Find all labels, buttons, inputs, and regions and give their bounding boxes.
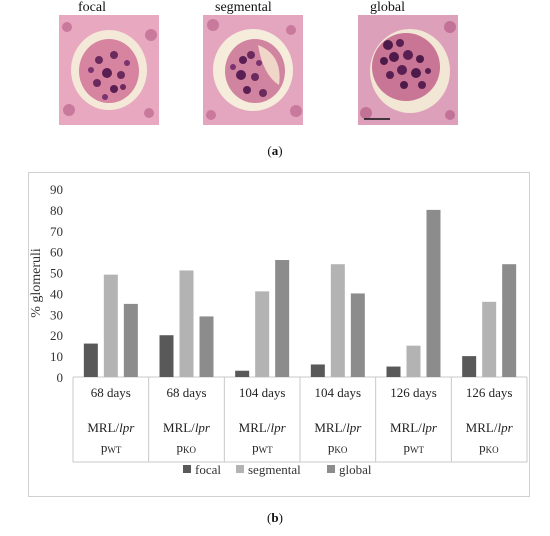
bar-focal	[462, 356, 477, 377]
bar-global	[123, 303, 138, 377]
category-days-label: 126 days	[466, 385, 513, 400]
genotype-subscript: KO	[486, 445, 499, 455]
category-strain-label: MRL/lpr	[87, 420, 135, 435]
category-strain-label: MRL/lpr	[163, 420, 211, 435]
bar-global	[275, 260, 290, 377]
panel-a-caption: (a)	[0, 143, 550, 159]
category-days-label: 126 days	[390, 385, 437, 400]
genotype-base: p	[328, 440, 335, 455]
strain-plain: MRL/	[314, 420, 346, 435]
strain-plain: MRL/	[163, 420, 195, 435]
bar-global	[350, 293, 365, 377]
bar-focal	[159, 335, 174, 377]
y-tick-label: 80	[50, 203, 63, 218]
bar-segmental	[103, 274, 118, 377]
bar-global	[426, 209, 441, 377]
legend-label-focal: focal	[195, 462, 221, 477]
bar-global	[502, 264, 517, 377]
y-tick-label: 20	[50, 328, 63, 343]
strain-italic: lpr	[497, 420, 513, 435]
panel-a-caption-letter: a	[271, 143, 279, 158]
image-label-focal: focal	[78, 0, 106, 15]
strain-italic: lpr	[270, 420, 286, 435]
category-genotype-label: pKO	[479, 440, 499, 455]
genotype-base: p	[101, 440, 108, 455]
category-days-label: 104 days	[315, 385, 362, 400]
category-strain-label: MRL/lpr	[390, 420, 438, 435]
panel-b-caption-letter: b	[271, 510, 279, 525]
strain-italic: lpr	[422, 420, 438, 435]
category-strain-label: MRL/lpr	[314, 420, 362, 435]
micrograph-segmental	[203, 15, 303, 125]
bar-segmental	[179, 270, 194, 377]
category-days-label: 104 days	[239, 385, 286, 400]
micrograph-global	[358, 15, 458, 125]
legend-swatch-focal	[183, 465, 191, 473]
genotype-base: p	[177, 440, 184, 455]
genotype-base: p	[252, 440, 259, 455]
y-tick-label: 60	[50, 245, 63, 260]
strain-italic: lpr	[195, 420, 211, 435]
y-tick-label: 70	[50, 224, 63, 239]
category-strain-label: MRL/lpr	[239, 420, 287, 435]
strain-plain: MRL/	[466, 420, 498, 435]
y-tick-label: 10	[50, 349, 63, 364]
genotype-subscript: WT	[107, 445, 121, 455]
y-tick-label: 90	[50, 182, 63, 197]
bar-segmental	[406, 345, 421, 377]
bar-focal	[235, 370, 250, 377]
bar-global	[199, 316, 214, 377]
micrograph-focal	[59, 15, 159, 125]
y-tick-label: 50	[50, 266, 63, 281]
panel-b-caption-open: (	[267, 510, 272, 525]
genotype-base: p	[404, 440, 411, 455]
panel-a-caption-close: )	[278, 143, 283, 158]
genotype-base: p	[479, 440, 486, 455]
strain-plain: MRL/	[239, 420, 271, 435]
image-label-segmental: segmental	[215, 0, 272, 15]
category-days-label: 68 days	[166, 385, 206, 400]
y-tick-label: 40	[50, 286, 63, 301]
bar-segmental	[330, 264, 345, 377]
strain-plain: MRL/	[390, 420, 422, 435]
panel-b-caption: (b)	[0, 510, 550, 526]
strain-italic: lpr	[346, 420, 362, 435]
legend-label-global: global	[339, 462, 372, 477]
bar-focal	[310, 364, 325, 377]
legend-swatch-segmental	[236, 465, 244, 473]
genotype-subscript: WT	[410, 445, 424, 455]
genotype-subscript: KO	[334, 445, 347, 455]
panel-a-caption-open: (	[267, 143, 272, 158]
legend-swatch-global	[327, 465, 335, 473]
chart-frame	[28, 172, 530, 497]
strain-italic: lpr	[119, 420, 135, 435]
category-genotype-label: pWT	[404, 440, 425, 455]
bar-segmental	[482, 301, 497, 377]
genotype-subscript: KO	[183, 445, 196, 455]
bar-focal	[386, 366, 401, 377]
category-genotype-label: pKO	[328, 440, 348, 455]
panel-b-caption-close: )	[278, 510, 283, 525]
y-tick-label: 0	[57, 370, 64, 385]
bar-focal	[83, 343, 98, 377]
bar-segmental	[255, 291, 270, 377]
image-label-global: global	[370, 0, 405, 15]
strain-plain: MRL/	[87, 420, 119, 435]
y-axis-title: % glomeruli	[29, 248, 44, 318]
category-strain-label: MRL/lpr	[466, 420, 514, 435]
y-tick-label: 30	[50, 307, 63, 322]
genotype-subscript: WT	[259, 445, 273, 455]
legend-label-segmental: segmental	[248, 462, 301, 477]
category-genotype-label: pWT	[252, 440, 273, 455]
category-genotype-label: pKO	[177, 440, 197, 455]
category-days-label: 68 days	[91, 385, 131, 400]
category-genotype-label: pWT	[101, 440, 122, 455]
